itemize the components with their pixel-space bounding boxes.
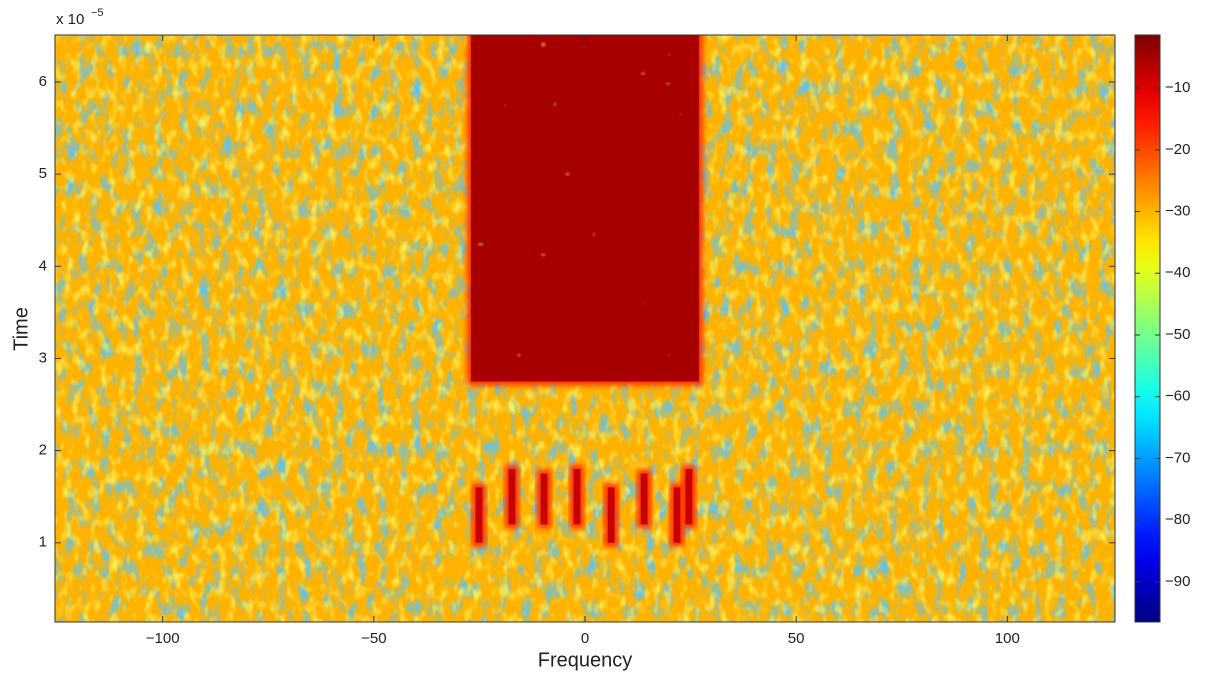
colorbar-tick-label: −50 xyxy=(1165,326,1190,343)
y-tick-label: 2 xyxy=(39,442,47,459)
region xyxy=(540,473,548,525)
y-tick-label: 1 xyxy=(39,534,47,551)
y-tick-label: 5 xyxy=(39,165,47,182)
colorbar-tick-label: −80 xyxy=(1165,511,1190,528)
x-axis-label: Frequency xyxy=(538,649,633,671)
colorbar-tick-label: −70 xyxy=(1165,449,1190,466)
colorbar-tick-label: −20 xyxy=(1165,141,1190,158)
x-tick-label: −100 xyxy=(146,630,180,647)
y-axis-label: Time xyxy=(10,307,32,351)
region xyxy=(673,487,681,543)
region xyxy=(607,487,615,543)
region xyxy=(475,487,483,543)
x-tick-label: 50 xyxy=(788,630,805,647)
region xyxy=(685,469,693,525)
x-tick-label: −50 xyxy=(361,630,386,647)
region-texture xyxy=(470,35,700,382)
plot-area xyxy=(55,35,1115,622)
colorbar-tick-label: −30 xyxy=(1165,203,1190,220)
y-tick-label: 4 xyxy=(39,257,47,274)
x-tick-label: 100 xyxy=(995,630,1020,647)
region xyxy=(508,469,516,525)
region xyxy=(640,473,648,525)
colorbar-tick-label: −90 xyxy=(1165,573,1190,590)
colorbar xyxy=(1134,34,1161,623)
x-tick-label: 0 xyxy=(581,630,589,647)
y-tick-label: 6 xyxy=(39,73,47,90)
y-multiplier: x 10 xyxy=(56,11,84,28)
y-multiplier-exponent: −5 xyxy=(91,7,104,19)
colorbar-tick-label: −40 xyxy=(1165,264,1190,281)
colorbar-tick-label: −60 xyxy=(1165,388,1190,405)
colorbar-tick-label: −10 xyxy=(1165,79,1190,96)
y-tick-label: 3 xyxy=(39,349,47,366)
region xyxy=(573,469,581,525)
